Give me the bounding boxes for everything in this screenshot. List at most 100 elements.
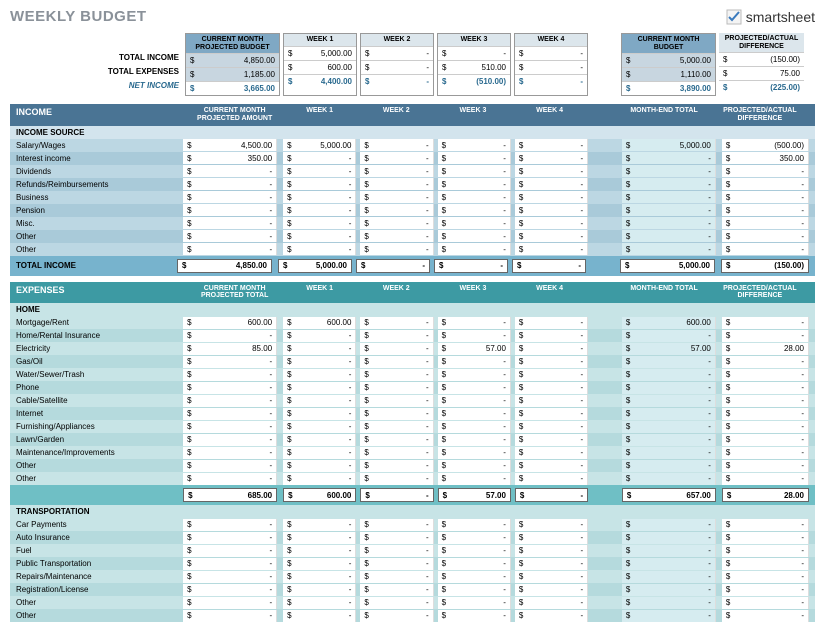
data-cell[interactable]: $- (283, 165, 356, 177)
data-cell[interactable]: $- (283, 532, 356, 544)
data-cell[interactable]: $- (622, 191, 716, 203)
data-cell[interactable]: $- (438, 532, 511, 544)
data-cell[interactable]: $- (360, 460, 433, 472)
data-cell[interactable]: $- (283, 545, 356, 557)
data-cell[interactable]: $- (283, 178, 356, 190)
data-cell[interactable]: $- (622, 330, 716, 342)
data-cell[interactable]: $- (622, 545, 716, 557)
data-cell[interactable]: $- (515, 356, 588, 368)
data-cell[interactable]: $- (438, 558, 511, 570)
data-cell[interactable]: $- (360, 558, 433, 570)
data-cell[interactable]: $- (622, 382, 716, 394)
data-cell[interactable]: $- (515, 421, 588, 433)
data-cell[interactable]: $- (360, 447, 433, 459)
data-cell[interactable]: $- (183, 610, 277, 622)
data-cell[interactable]: $- (722, 597, 809, 609)
data-cell[interactable]: $- (438, 473, 511, 485)
data-cell[interactable]: $- (722, 230, 809, 242)
data-cell[interactable]: $- (283, 395, 356, 407)
data-cell[interactable]: $- (515, 532, 588, 544)
data-cell[interactable]: $- (360, 610, 433, 622)
data-cell[interactable]: $- (515, 317, 588, 329)
data-cell[interactable]: $- (515, 460, 588, 472)
data-cell[interactable]: $- (438, 230, 511, 242)
data-cell[interactable]: $- (438, 369, 511, 381)
data-cell[interactable]: $- (515, 519, 588, 531)
data-cell[interactable]: $- (183, 532, 277, 544)
data-cell[interactable]: $- (722, 165, 809, 177)
data-cell[interactable]: $- (722, 610, 809, 622)
data-cell[interactable]: $- (515, 610, 588, 622)
data-cell[interactable]: $- (438, 139, 511, 151)
data-cell[interactable]: $- (438, 460, 511, 472)
data-cell[interactable]: $- (283, 421, 356, 433)
data-cell[interactable]: $- (438, 434, 511, 446)
data-cell[interactable]: $- (438, 330, 511, 342)
data-cell[interactable]: $- (283, 584, 356, 596)
data-cell[interactable]: $- (722, 584, 809, 596)
data-cell[interactable]: $- (283, 610, 356, 622)
data-cell[interactable]: $- (438, 165, 511, 177)
data-cell[interactable]: $- (183, 571, 277, 583)
data-cell[interactable]: $350.00 (722, 152, 809, 164)
data-cell[interactable]: $- (283, 473, 356, 485)
data-cell[interactable]: $- (722, 317, 809, 329)
data-cell[interactable]: $- (360, 545, 433, 557)
data-cell[interactable]: $- (438, 545, 511, 557)
data-cell[interactable]: $- (515, 330, 588, 342)
data-cell[interactable]: $- (438, 519, 511, 531)
data-cell[interactable]: $- (722, 408, 809, 420)
data-cell[interactable]: $- (360, 408, 433, 420)
data-cell[interactable]: $- (438, 610, 511, 622)
data-cell[interactable]: $- (438, 317, 511, 329)
data-cell[interactable]: $- (515, 178, 588, 190)
data-cell[interactable]: $- (438, 395, 511, 407)
data-cell[interactable]: $- (722, 421, 809, 433)
data-cell[interactable]: $- (360, 395, 433, 407)
data-cell[interactable]: $- (283, 571, 356, 583)
data-cell[interactable]: $- (360, 217, 433, 229)
data-cell[interactable]: $- (283, 382, 356, 394)
data-cell[interactable]: $- (438, 217, 511, 229)
data-cell[interactable]: $- (360, 356, 433, 368)
data-cell[interactable]: $4,500.00 (183, 139, 277, 151)
data-cell[interactable]: $- (360, 571, 433, 583)
data-cell[interactable]: $- (283, 217, 356, 229)
data-cell[interactable]: $- (515, 243, 588, 255)
data-cell[interactable]: $- (183, 217, 277, 229)
data-cell[interactable]: $- (622, 610, 716, 622)
data-cell[interactable]: $- (722, 447, 809, 459)
data-cell[interactable]: $- (622, 369, 716, 381)
data-cell[interactable]: $- (515, 139, 588, 151)
data-cell[interactable]: $- (622, 532, 716, 544)
data-cell[interactable]: $- (515, 191, 588, 203)
data-cell[interactable]: $- (183, 408, 277, 420)
data-cell[interactable]: $- (283, 369, 356, 381)
data-cell[interactable]: $- (515, 230, 588, 242)
data-cell[interactable]: $- (722, 558, 809, 570)
data-cell[interactable]: $- (515, 152, 588, 164)
data-cell[interactable]: $- (438, 356, 511, 368)
data-cell[interactable]: $- (360, 369, 433, 381)
data-cell[interactable]: $- (360, 434, 433, 446)
data-cell[interactable]: $- (622, 408, 716, 420)
data-cell[interactable]: $- (515, 217, 588, 229)
data-cell[interactable]: $- (283, 343, 356, 355)
data-cell[interactable]: $- (360, 421, 433, 433)
data-cell[interactable]: $600.00 (622, 317, 716, 329)
data-cell[interactable]: $- (283, 230, 356, 242)
data-cell[interactable]: $- (360, 204, 433, 216)
data-cell[interactable]: $- (722, 395, 809, 407)
data-cell[interactable]: $- (515, 434, 588, 446)
data-cell[interactable]: $- (183, 191, 277, 203)
data-cell[interactable]: $- (622, 243, 716, 255)
data-cell[interactable]: $- (183, 330, 277, 342)
data-cell[interactable]: $- (438, 204, 511, 216)
data-cell[interactable]: $57.00 (622, 343, 716, 355)
data-cell[interactable]: $- (622, 356, 716, 368)
data-cell[interactable]: $5,000.00 (283, 139, 356, 151)
data-cell[interactable]: $- (722, 532, 809, 544)
data-cell[interactable]: $- (283, 356, 356, 368)
data-cell[interactable]: $- (438, 243, 511, 255)
data-cell[interactable]: $- (360, 165, 433, 177)
